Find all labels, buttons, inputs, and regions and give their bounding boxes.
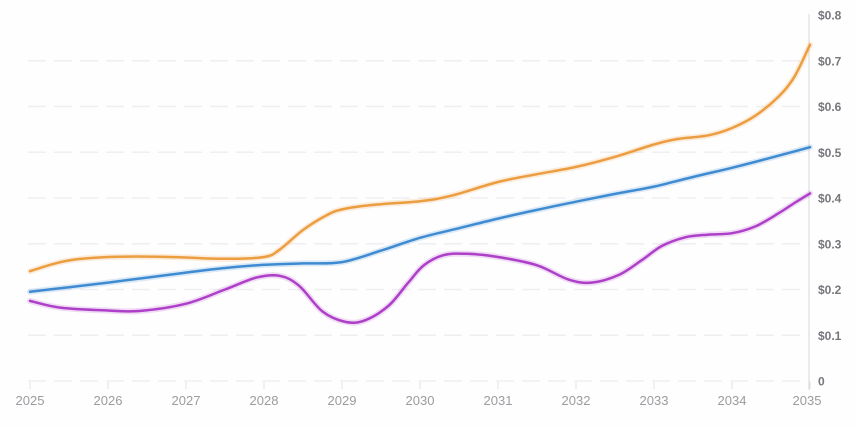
x-tick-label: 2029 <box>328 393 357 408</box>
y-tick-label: $0.2 <box>818 283 842 297</box>
x-tick-label: 2030 <box>406 393 435 408</box>
x-tick-label: 2033 <box>640 393 669 408</box>
y-tick-label: $0.8 <box>818 9 842 23</box>
x-tick-label: 2028 <box>250 393 279 408</box>
x-tick-label: 2032 <box>562 393 591 408</box>
x-tick-label: 2025 <box>16 393 45 408</box>
y-tick-label: $0.1 <box>818 329 842 343</box>
upper-orange-line <box>28 43 812 273</box>
x-tick-label: 2031 <box>484 393 513 408</box>
x-tick-label: 2027 <box>172 393 201 408</box>
x-tick-label: 2026 <box>94 393 123 408</box>
y-tick-label: $0.3 <box>818 237 842 251</box>
x-tick-label: 2034 <box>718 393 747 408</box>
y-tick-label: $0.7 <box>818 54 842 68</box>
x-tick-label: 2035 <box>793 393 822 408</box>
lower-magenta-line <box>28 192 812 325</box>
middle-blue-line <box>28 145 812 294</box>
y-tick-label: $0.5 <box>818 146 842 160</box>
y-tick-label: $0.6 <box>818 100 842 114</box>
y-tick-label: $0.4 <box>818 192 842 206</box>
y-tick-label: 0 <box>818 375 825 389</box>
